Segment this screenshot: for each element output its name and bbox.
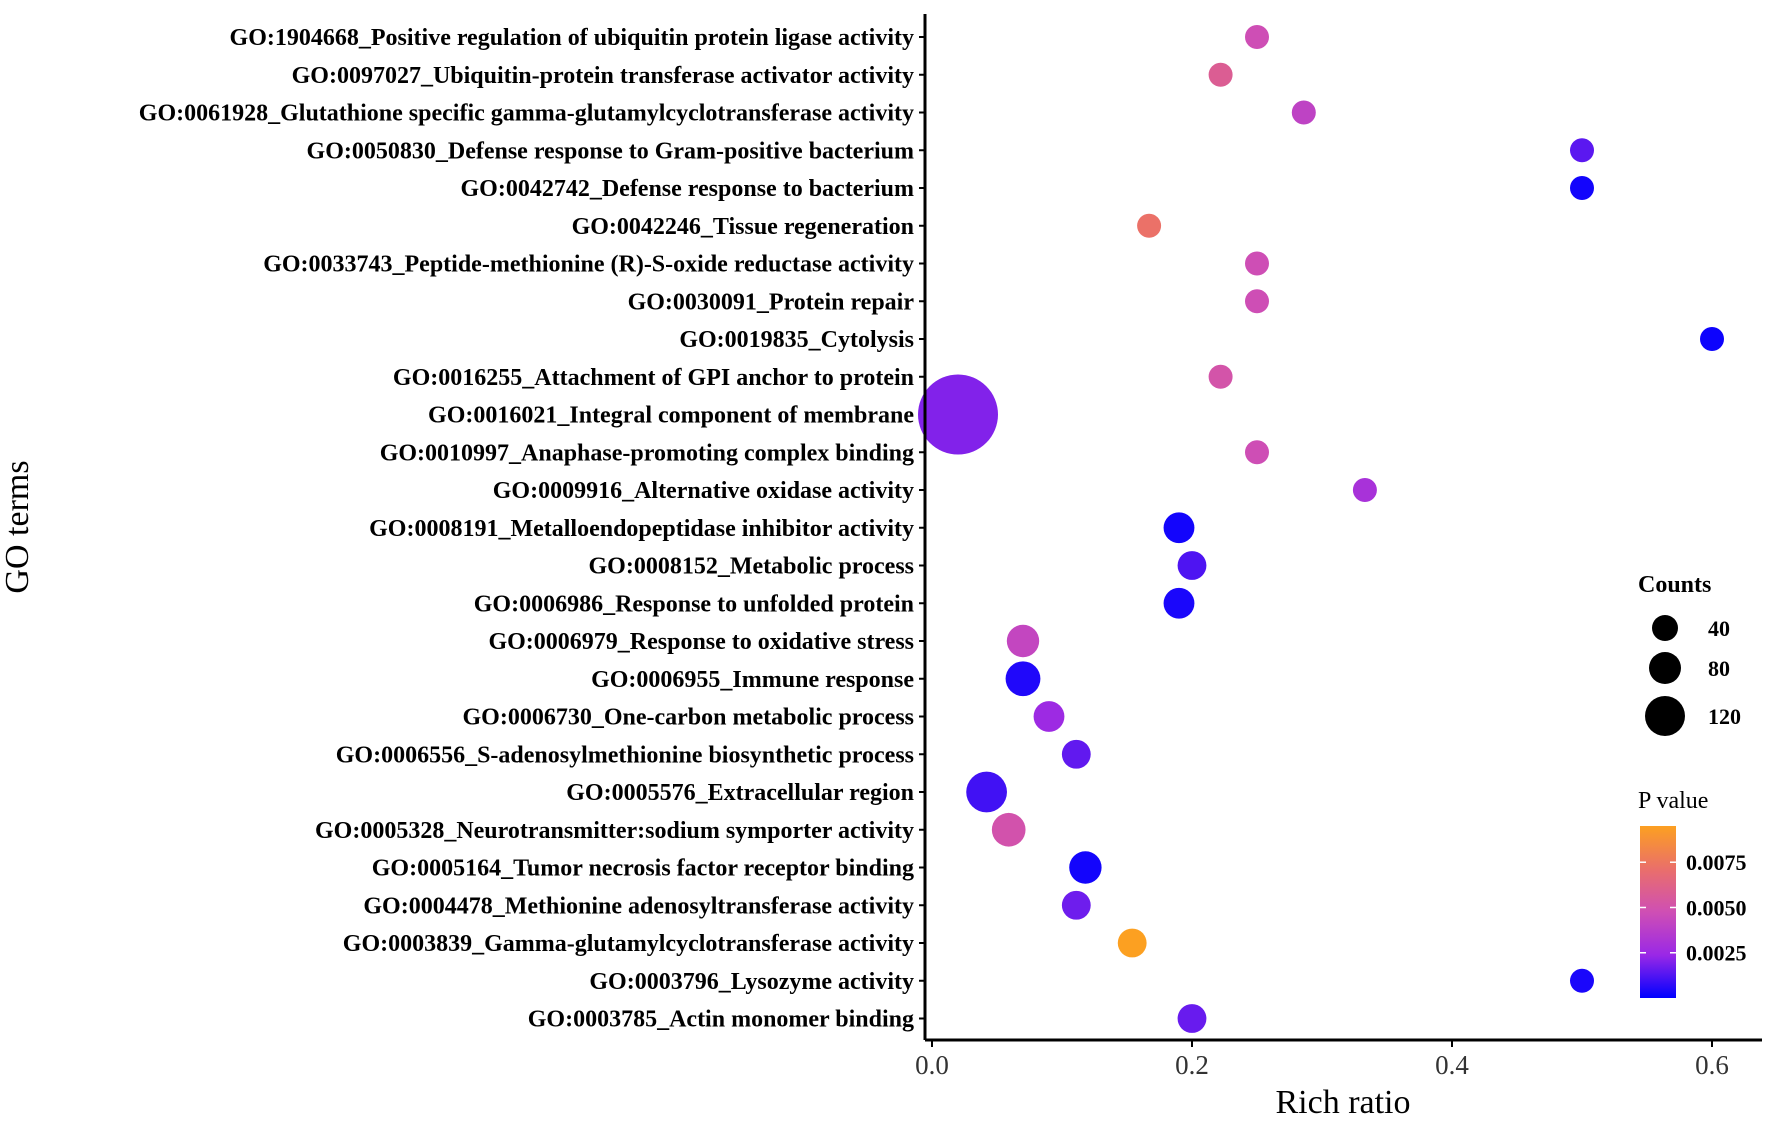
y-tick-label: GO:0009916_Alternative oxidase activity (493, 478, 914, 504)
p-value-colorbar (1640, 826, 1676, 998)
data-point (1700, 327, 1724, 351)
y-tick-label: GO:0042742_Defense response to bacterium (461, 176, 915, 202)
data-point (1069, 851, 1102, 884)
y-tick-label: GO:0005328_Neurotransmitter:sodium sympo… (315, 818, 914, 844)
p-value-legend-title: P value (1638, 788, 1708, 814)
y-tick-label: GO:0005576_Extracellular region (566, 780, 914, 806)
y-tick-label: GO:1904668_Positive regulation of ubiqui… (230, 25, 914, 51)
data-point (1177, 1004, 1207, 1033)
counts-legend-key (1652, 615, 1678, 641)
p-value-legend: P value 0.0075 0.0050 0.0025 (1638, 788, 1747, 998)
data-point (1163, 587, 1195, 619)
y-tick-label: GO:0019835_Cytolysis (679, 327, 914, 353)
counts-legend-title: Counts (1638, 572, 1711, 598)
y-tick-label: GO:0097027_Ubiquitin-protein transferase… (292, 63, 914, 89)
data-point (1006, 624, 1040, 658)
y-tick-label: GO:0006979_Response to oxidative stress (488, 629, 914, 655)
y-tick-label: GO:0003796_Lysozyme activity (589, 969, 914, 995)
data-point (1208, 62, 1233, 87)
data-point (1117, 928, 1147, 958)
y-tick-label: GO:0030091_Protein repair (628, 289, 915, 315)
data-point (1061, 890, 1091, 920)
x-axis-title: Rich ratio (1275, 1084, 1410, 1121)
y-tick-label: GO:0005164_Tumor necrosis factor recepto… (372, 856, 914, 882)
data-point (1208, 364, 1233, 389)
y-tick-label: GO:0042246_Tissue regeneration (572, 214, 914, 240)
y-tick-label: GO:0006955_Immune response (591, 667, 914, 693)
data-point (1061, 739, 1091, 769)
data-point (1570, 138, 1594, 163)
counts-legend-label: 120 (1708, 704, 1741, 729)
data-point (1245, 251, 1269, 276)
x-ticks: 0.0 0.2 0.4 0.6 (915, 1040, 1729, 1080)
p-value-tick-label: 0.0050 (1686, 895, 1747, 920)
data-point (1005, 661, 1041, 697)
data-point (1033, 701, 1065, 732)
x-tick-label: 0.4 (1435, 1050, 1469, 1080)
y-tick-labels: GO:1904668_Positive regulation of ubiqui… (139, 25, 915, 1033)
y-tick-label: GO:0016255_Attachment of GPI anchor to p… (393, 365, 914, 391)
data-point (1245, 289, 1269, 314)
counts-legend-label: 80 (1708, 656, 1730, 681)
y-tick-label: GO:0008152_Metabolic process (588, 554, 914, 580)
data-point (966, 771, 1007, 813)
x-tick-label: 0.6 (1695, 1050, 1729, 1080)
data-point (1177, 551, 1207, 580)
y-tick-label: GO:0006730_One-carbon metabolic process (462, 705, 914, 731)
p-value-tick-label: 0.0075 (1686, 850, 1747, 875)
data-point (1291, 100, 1316, 125)
counts-legend-key (1645, 696, 1685, 736)
y-axis-title: GO terms (0, 460, 36, 593)
counts-legend-label: 40 (1708, 616, 1730, 641)
data-point (1570, 968, 1594, 993)
y-tick-label: GO:0033743_Peptide-methionine (R)-S-oxid… (263, 252, 914, 278)
y-tick-label: GO:0008191_Metalloendopeptidase inhibito… (369, 516, 914, 542)
data-point (1570, 176, 1594, 200)
p-value-tick-label: 0.0025 (1686, 941, 1747, 966)
x-tick-label: 0.2 (1175, 1050, 1209, 1080)
data-point (1352, 478, 1377, 502)
x-tick-label: 0.0 (915, 1050, 949, 1080)
y-tick-label: GO:0004478_Methionine adenosyltransferas… (363, 893, 914, 919)
y-tick-label: GO:0010997_Anaphase-promoting complex bi… (380, 440, 914, 466)
y-tick-label: GO:0006986_Response to unfolded protein (474, 591, 914, 617)
data-points (918, 25, 1724, 1033)
y-tick-label: GO:0050830_Defense response to Gram-posi… (307, 138, 914, 164)
data-point (1137, 213, 1162, 238)
data-point (1245, 440, 1269, 465)
data-point (1163, 512, 1195, 544)
y-tick-label: GO:0006556_S-adenosylmethionine biosynth… (336, 742, 914, 768)
y-tick-label: GO:0061928_Glutathione specific gamma-gl… (139, 101, 914, 127)
data-point (991, 812, 1026, 847)
data-point (1245, 25, 1269, 49)
y-tick-label: GO:0003839_Gamma-glutamylcyclotransferas… (343, 931, 914, 957)
data-point (918, 374, 998, 455)
y-tick-label: GO:0016021_Integral component of membran… (428, 403, 914, 429)
counts-legend-key (1649, 652, 1681, 684)
counts-legend: Counts 40 80 120 (1638, 572, 1741, 736)
y-tick-label: GO:0003785_Actin monomer binding (528, 1007, 914, 1033)
